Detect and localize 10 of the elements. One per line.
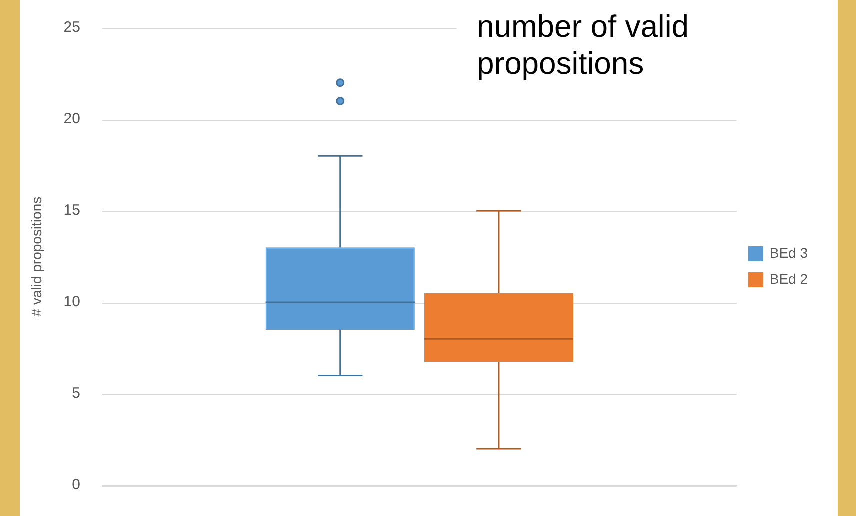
legend-label: BEd 3 (770, 244, 808, 261)
y-axis-title: # valid propositions (28, 196, 44, 317)
y-tick-label: 15 (64, 202, 80, 220)
y-tick-label: 10 (64, 294, 80, 311)
chart-title: number of valid propositions (476, 8, 690, 83)
y-tick-label: 20 (64, 110, 80, 128)
y-tick-label: 0 (72, 476, 80, 494)
legend-label: BEd 2 (770, 270, 808, 287)
y-tick-label: 25 (64, 19, 80, 36)
y-tick-label: 5 (72, 385, 80, 402)
